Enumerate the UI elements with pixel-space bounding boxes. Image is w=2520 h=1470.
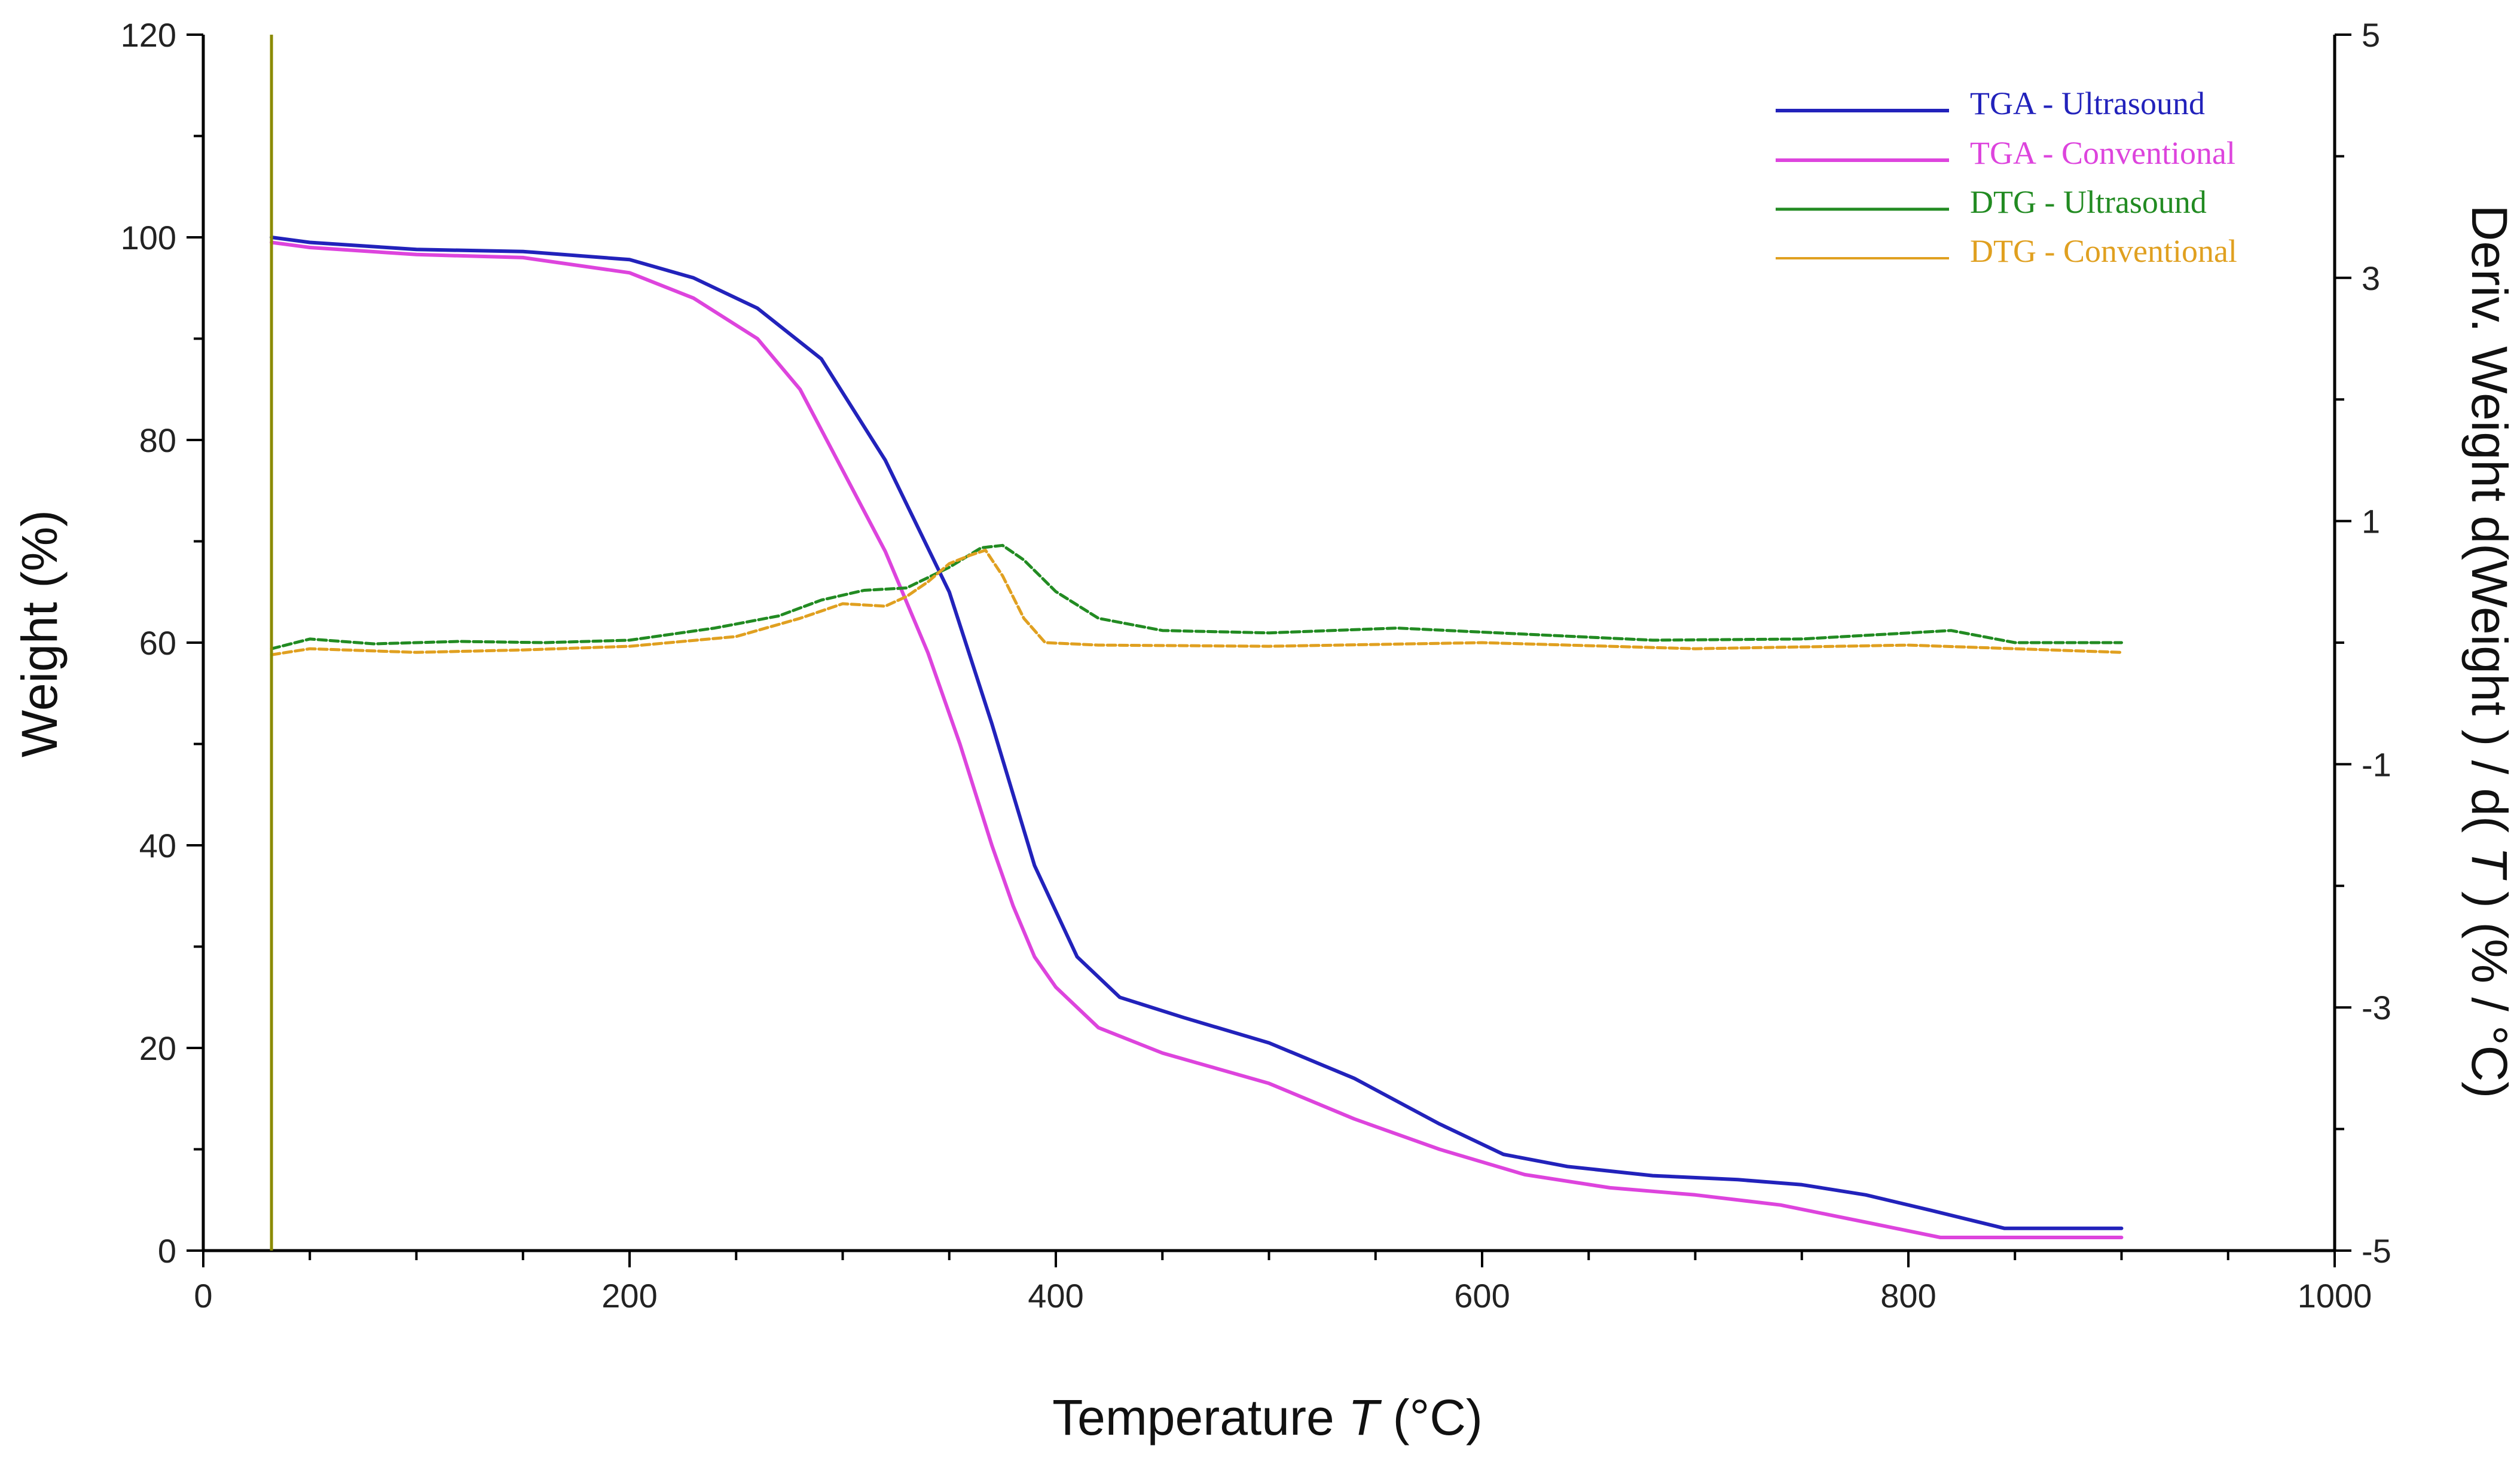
y-left-tick-label: 80 — [139, 421, 176, 459]
y-right-tick-label: 1 — [2362, 503, 2380, 540]
series-line-tga-conventional — [270, 240, 2124, 1239]
legend-label-dtg-ultrasound: DTG - Ultrasound — [1970, 184, 2207, 220]
y-left-tick-label: 120 — [121, 16, 176, 54]
series-line-tga-ultrasound — [270, 236, 2124, 1230]
y-right-axis-title-prefix: Deriv. Weight d(Weight ) / d( — [2461, 205, 2518, 847]
y-right-axis-title-var: T — [2461, 846, 2518, 881]
x-tick-label: 600 — [1454, 1277, 1510, 1315]
legend-label-tga-conventional: TGA - Conventional — [1970, 135, 2235, 171]
y-right-tick-label: -5 — [2362, 1232, 2391, 1270]
x-tick-label: 800 — [1880, 1277, 1936, 1315]
y-right-axis-title: Deriv. Weight d(Weight ) / d( T ) (% / °… — [2461, 205, 2518, 1099]
x-axis-title-suffix: (°C) — [1379, 1389, 1483, 1445]
x-tick-label: 0 — [194, 1277, 212, 1315]
y-left-tick-label: 100 — [121, 219, 176, 256]
y-left-tick-label: 60 — [139, 624, 176, 662]
y-right-axis-title-suffix: ) (% / °C) — [2461, 878, 2518, 1099]
y-left-tick-label: 40 — [139, 827, 176, 864]
y-left-axis-title: Weight (%) — [11, 510, 68, 757]
y-left-tick-label: 0 — [158, 1232, 176, 1270]
series-line-dtg-conventional — [270, 548, 2123, 656]
y-right-tick-label: 5 — [2362, 16, 2380, 54]
y-left-tick-label: 20 — [139, 1029, 176, 1067]
x-axis-title: Temperature T (°C) — [1052, 1389, 1483, 1445]
axes-layer: 0 200 400 600 800 1000 0 20 40 60 80 100 120 -5 -3 -1 1 3… — [121, 16, 2391, 1315]
legend: TGA - Ultrasound TGA - Conventional DTG … — [1776, 85, 2237, 269]
x-tick-label: 400 — [1028, 1277, 1083, 1315]
y-right-tick-label: -1 — [2362, 745, 2391, 783]
series-line-dtg-ultrasound — [270, 543, 2123, 650]
x-tick-label: 200 — [601, 1277, 657, 1315]
x-axis-title-var: T — [1348, 1389, 1382, 1445]
y-right-tick-label: 3 — [2362, 259, 2380, 297]
x-tick-label: 1000 — [2298, 1277, 2372, 1315]
series-layer — [270, 35, 2124, 1251]
legend-label-tga-ultrasound: TGA - Ultrasound — [1970, 85, 2205, 121]
y-right-tick-label: -3 — [2362, 989, 2391, 1026]
x-axis-title-prefix: Temperature — [1052, 1389, 1348, 1445]
legend-label-dtg-conventional: DTG - Conventional — [1970, 233, 2237, 269]
